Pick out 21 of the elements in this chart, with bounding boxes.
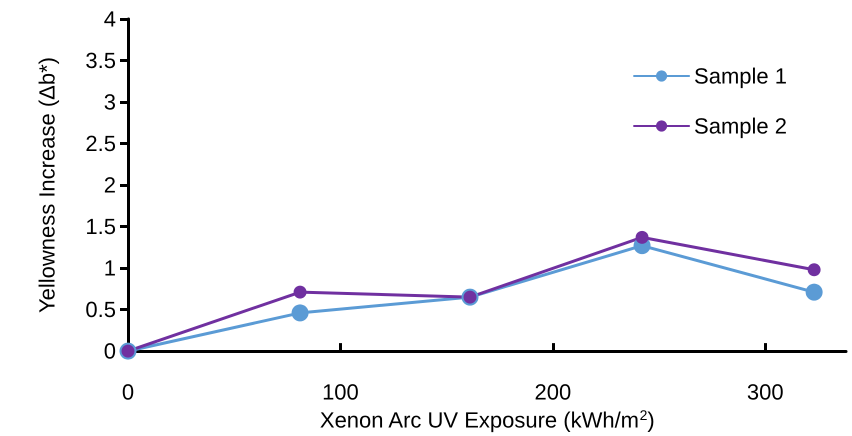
- y-tick-label: 1: [104, 256, 116, 281]
- y-axis-title: Yellowness Increase (Δb*): [34, 57, 60, 314]
- point: [292, 304, 309, 322]
- x-tick-label: 300: [746, 380, 784, 405]
- point: [636, 230, 649, 244]
- point: [808, 263, 821, 276]
- point: [806, 284, 823, 301]
- x-tick-label: 200: [534, 380, 572, 405]
- x-tick-label: 100: [322, 380, 359, 405]
- point: [294, 286, 307, 299]
- x-tick-label: 0: [122, 380, 134, 405]
- y-tick-label: 1.5: [85, 214, 116, 240]
- y-tick-label: 3: [104, 90, 116, 115]
- y-tick-label: 2.5: [85, 131, 116, 156]
- legend-label: Sample 2: [694, 114, 788, 138]
- y-tick-label: 2: [104, 172, 116, 198]
- y-tick-label: 0: [104, 338, 116, 364]
- y-tick-label: 4: [104, 6, 116, 32]
- y-tick-label: 0.5: [85, 297, 116, 322]
- y-tick-label: 3.5: [85, 48, 116, 74]
- legend-label: Sample 1: [694, 64, 788, 88]
